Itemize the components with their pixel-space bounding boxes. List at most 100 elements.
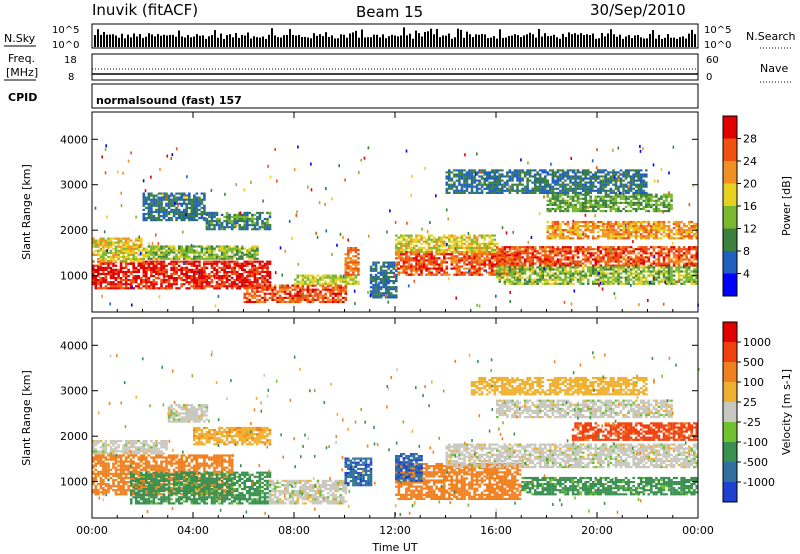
- range-cell: [571, 254, 575, 257]
- range-cell: [480, 259, 484, 262]
- range-cell: [579, 248, 582, 251]
- range-cell: [382, 265, 385, 268]
- range-cell: [437, 240, 441, 243]
- range-cell: [286, 288, 289, 291]
- range-cell: [112, 247, 115, 250]
- range-cell: [213, 253, 216, 256]
- range-cell: [124, 251, 128, 254]
- range-cell: [488, 240, 491, 243]
- range-cell: [432, 261, 436, 264]
- range-cell: [225, 224, 229, 227]
- range-cell: [597, 237, 600, 240]
- range-cell: [652, 250, 656, 253]
- range-cell: [243, 224, 247, 227]
- range-cell: [210, 266, 214, 269]
- range-cell: [134, 281, 138, 284]
- range-cell: [425, 238, 428, 241]
- range-cell: [672, 262, 676, 265]
- range-cell: [210, 220, 214, 223]
- range-cell: [384, 282, 388, 285]
- range-cell: [114, 251, 118, 254]
- range-cell: [193, 272, 196, 276]
- range-cell: [503, 250, 507, 253]
- range-cell: [92, 237, 95, 240]
- range-cell: [185, 255, 188, 258]
- range-cell: [657, 260, 661, 263]
- range-cell: [549, 252, 552, 255]
- range-cell: [134, 270, 138, 274]
- range-cell: [639, 266, 643, 269]
- range-cell: [592, 264, 595, 267]
- range-cell: [622, 264, 625, 267]
- range-cell: [288, 300, 292, 304]
- range-cell: [238, 228, 241, 231]
- range-cell: [503, 270, 507, 273]
- range-cell: [571, 205, 575, 209]
- range-cell: [645, 256, 648, 259]
- range-cell: [617, 210, 620, 213]
- range-cell: [395, 238, 398, 241]
- range-cell: [506, 262, 509, 265]
- range-cell: [195, 281, 199, 284]
- range-cell: [518, 252, 522, 255]
- range-cell: [660, 203, 663, 206]
- range-cell: [695, 282, 699, 285]
- range-cell: [193, 277, 196, 280]
- range-cell: [581, 197, 585, 200]
- range-cell: [132, 260, 135, 263]
- range-cell: [251, 268, 254, 271]
- range-cell: [564, 235, 567, 238]
- range-cell: [405, 271, 408, 274]
- range-cell: [412, 240, 416, 243]
- range-cell: [167, 249, 171, 252]
- range-cell: [523, 246, 527, 249]
- range-cell: [574, 270, 577, 273]
- range-cell: [566, 280, 570, 283]
- range-cell: [493, 255, 497, 258]
- range-cell: [223, 260, 226, 263]
- range-cell: [188, 251, 191, 254]
- range-cell: [193, 219, 196, 222]
- nsky-bar: [223, 38, 225, 47]
- range-cell: [574, 250, 577, 253]
- range-cell: [432, 255, 436, 258]
- range-cell: [554, 250, 557, 253]
- range-cell: [142, 192, 146, 195]
- range-cell: [538, 278, 542, 281]
- range-cell: [453, 259, 456, 262]
- range-cell: [352, 263, 355, 266]
- range-cell: [132, 245, 135, 248]
- range-cell: [662, 274, 666, 277]
- range-cell: [241, 247, 244, 250]
- range-cell: [324, 300, 327, 304]
- range-cell: [182, 255, 186, 258]
- range-cell: [672, 264, 676, 267]
- range-cell: [321, 282, 325, 285]
- range-cell: [157, 272, 161, 276]
- nsky-bar: [322, 36, 324, 47]
- range-cell: [321, 278, 325, 281]
- range-cell: [129, 257, 133, 261]
- range-cell: [594, 205, 598, 209]
- range-cell: [382, 271, 385, 274]
- range-cell: [94, 243, 98, 246]
- range-cell: [463, 250, 466, 254]
- range-cell: [501, 274, 504, 277]
- range-cell: [549, 274, 552, 277]
- range-cell: [233, 281, 236, 284]
- range-cell: [109, 260, 113, 263]
- range-cell: [412, 267, 416, 270]
- range-cell: [634, 262, 638, 265]
- range-cell: [672, 233, 676, 236]
- range-cell: [117, 241, 120, 244]
- range-cell: [155, 247, 158, 250]
- range-cell: [597, 205, 600, 209]
- range-cell: [516, 254, 519, 257]
- range-cell: [152, 279, 156, 282]
- range-cell: [473, 271, 476, 274]
- range-cell: [453, 248, 456, 251]
- range-cell: [501, 264, 504, 267]
- range-cell: [665, 246, 668, 249]
- range-cell: [627, 235, 630, 238]
- range-cell: [241, 277, 244, 280]
